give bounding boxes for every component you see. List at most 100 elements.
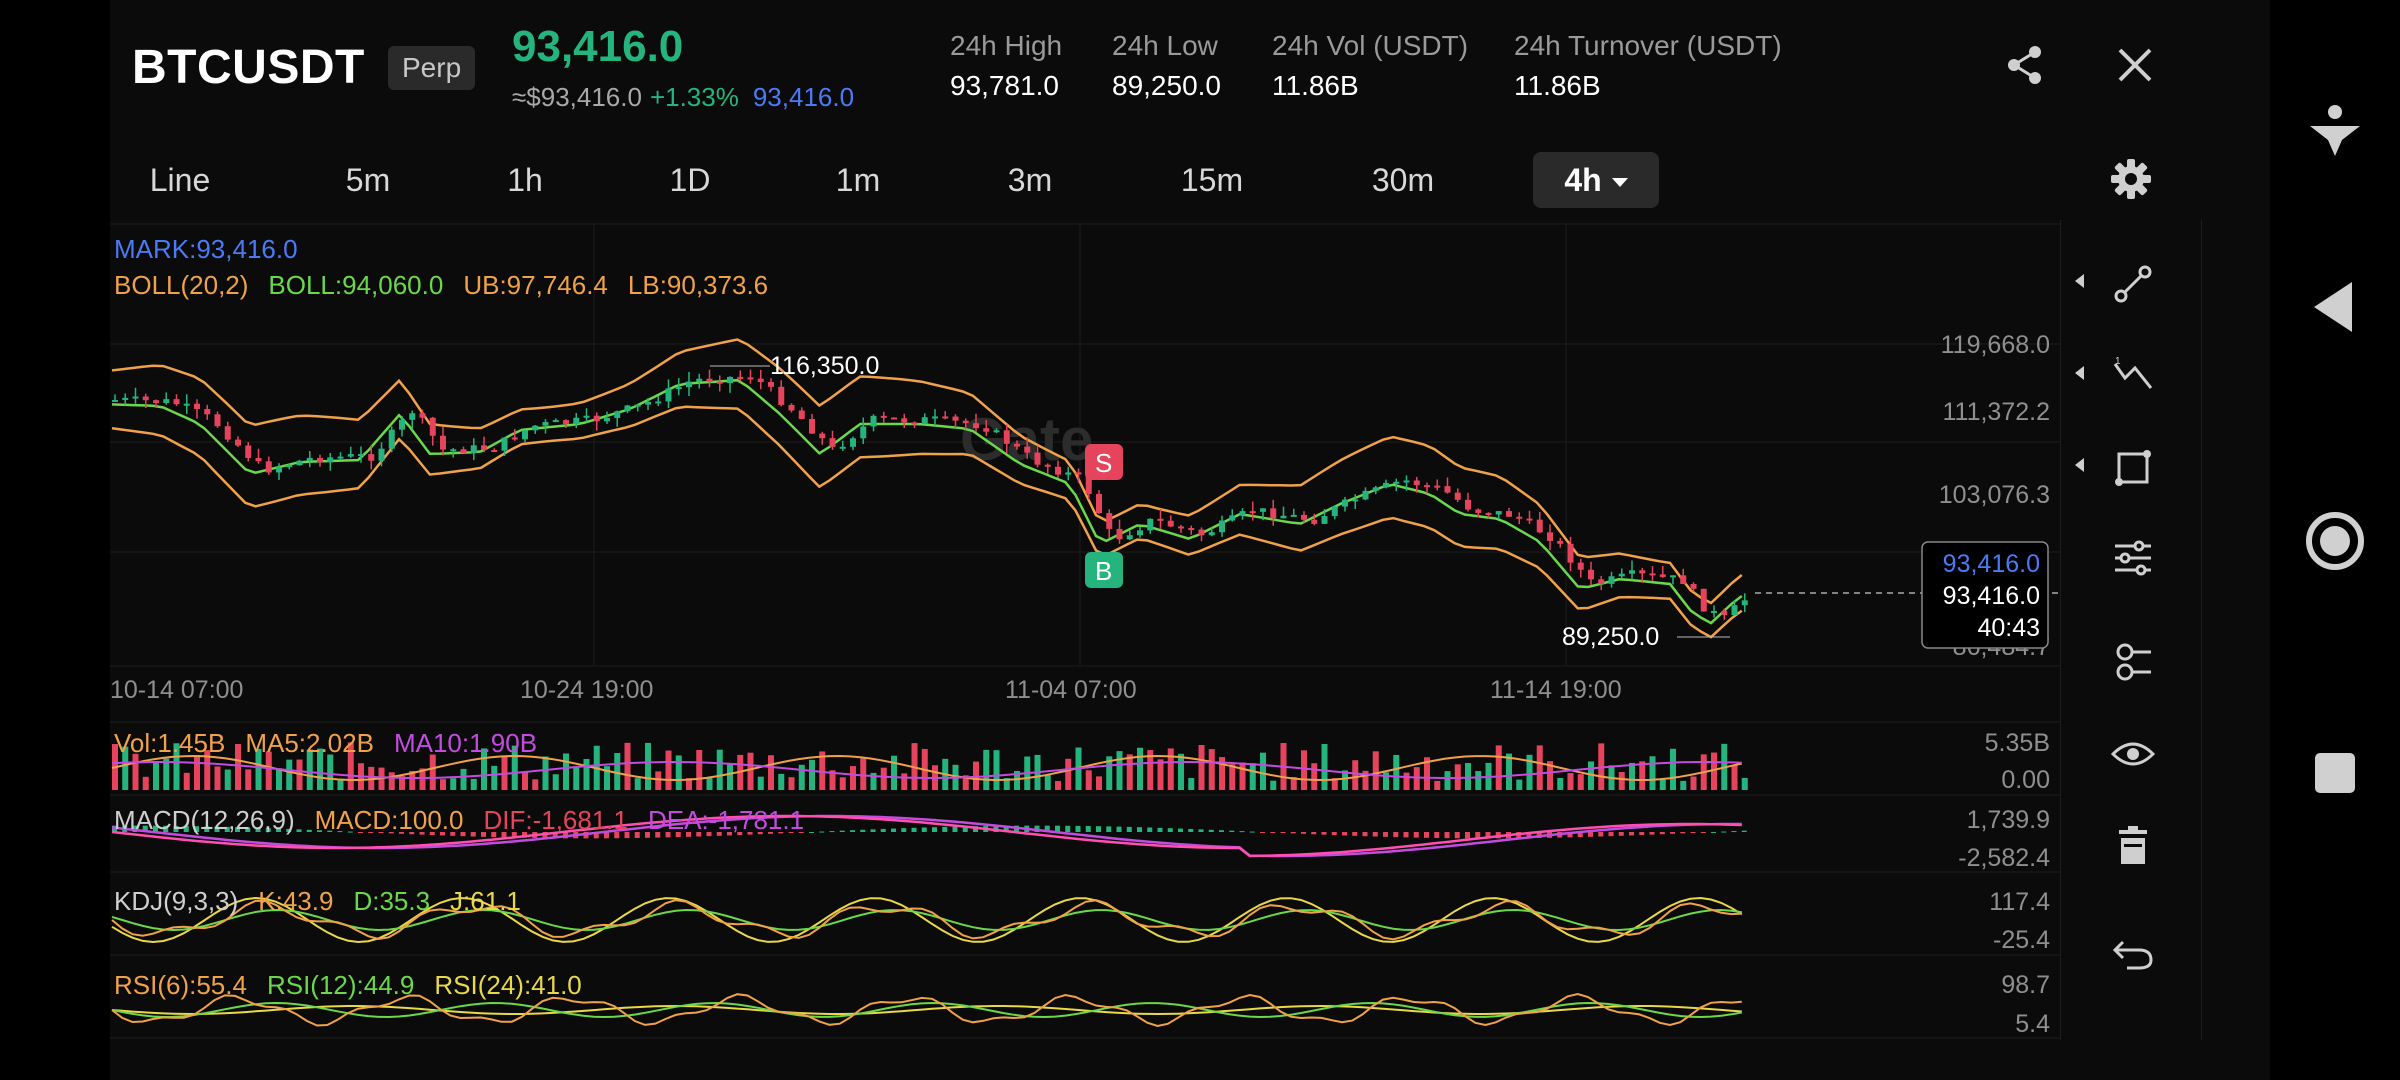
accessibility-icon[interactable] xyxy=(2302,100,2368,166)
candle-body xyxy=(1362,490,1369,500)
fib-icon[interactable]: 1 xyxy=(2111,354,2155,398)
interval-line[interactable]: Line xyxy=(149,162,211,198)
candle-body xyxy=(819,433,826,439)
candle-body xyxy=(1137,530,1143,536)
interval-1h[interactable]: 1h xyxy=(507,162,543,198)
volume-bar xyxy=(1198,745,1205,790)
recents-icon[interactable] xyxy=(2302,740,2368,806)
candle-body xyxy=(624,405,631,412)
volume-bar xyxy=(1003,778,1010,790)
candle-body xyxy=(1577,562,1584,570)
candle-body xyxy=(265,461,272,473)
expand-arrow-icon[interactable] xyxy=(2075,366,2084,380)
volume-bar xyxy=(891,755,897,790)
candle-body xyxy=(153,400,159,404)
volume-bar xyxy=(1249,763,1256,790)
candle-body xyxy=(1014,443,1020,447)
macd-histogram-bar xyxy=(1475,832,1481,839)
candle-body xyxy=(460,449,467,454)
share-icon[interactable] xyxy=(2000,40,2050,90)
expand-arrow-icon[interactable] xyxy=(2075,274,2084,288)
indicator-settings-icon[interactable] xyxy=(2111,536,2155,580)
home-icon[interactable] xyxy=(2302,508,2368,574)
macd-histogram-bar xyxy=(1137,827,1142,832)
candle-body xyxy=(1075,472,1082,475)
x-tick: 11-04 07:00 xyxy=(1005,676,1137,704)
usd-price: ≈$93,416.0 xyxy=(512,82,642,112)
candle-body xyxy=(245,445,252,458)
trend-line-icon[interactable] xyxy=(2111,262,2155,306)
candle-body xyxy=(1721,610,1728,616)
stat-24h-turnover: 24h Turnover (USDT) 11.86B xyxy=(1514,30,1782,102)
macd-histogram-bar xyxy=(1290,832,1296,834)
close-icon[interactable] xyxy=(2110,40,2160,90)
candle-body xyxy=(839,446,846,449)
expand-arrow-icon[interactable] xyxy=(2075,458,2084,472)
macd-histogram-bar xyxy=(962,826,968,832)
volume-bar xyxy=(604,766,610,790)
candle-body xyxy=(532,425,539,431)
volume-bar xyxy=(1290,777,1297,790)
rsi-legend: RSI(6):55.4 RSI(12):44.9 RSI(24):41.0 xyxy=(114,970,602,1001)
volume-bar xyxy=(1567,773,1574,790)
volume-bar xyxy=(1403,772,1410,790)
gear-icon[interactable] xyxy=(2108,156,2154,202)
candle-body xyxy=(1557,540,1564,544)
macd-histogram-bar xyxy=(1680,832,1686,834)
interval-30m[interactable]: 30m xyxy=(1371,162,1435,198)
candle-body xyxy=(932,416,938,419)
candle-body xyxy=(1465,499,1471,510)
volume-bar xyxy=(778,773,785,790)
volume-bar xyxy=(1659,778,1666,790)
macd-histogram-bar xyxy=(1075,825,1081,832)
candle-body xyxy=(255,457,262,462)
volume-bar xyxy=(542,756,549,790)
interval-1d[interactable]: 1D xyxy=(669,162,711,198)
interval-3m[interactable]: 3m xyxy=(1007,162,1053,198)
volume-bar xyxy=(1475,771,1482,790)
shape-icon[interactable] xyxy=(2111,446,2155,490)
candle-body xyxy=(696,378,703,382)
volume-bar xyxy=(153,761,159,790)
macd-histogram-bar xyxy=(706,832,712,837)
interval-15m[interactable]: 15m xyxy=(1180,162,1244,198)
buy-marker[interactable] xyxy=(1085,552,1123,588)
chart-area[interactable]: Gate 116,350.0 89,250.0 S B 119,668.0 11… xyxy=(110,220,2060,1040)
candle-body xyxy=(122,397,129,400)
macd-histogram-bar xyxy=(624,832,630,839)
buy-marker-label: B xyxy=(1095,556,1112,586)
macd-histogram-bar xyxy=(460,832,466,837)
volume-bar xyxy=(901,773,908,790)
price-chart-canvas[interactable]: Gate 116,350.0 89,250.0 S B 119,668.0 11… xyxy=(110,220,2060,1040)
undo-icon[interactable] xyxy=(2111,930,2155,974)
interval-4h-dropdown[interactable]: 4h xyxy=(1533,152,1659,208)
candle-body xyxy=(1495,511,1502,515)
trash-icon[interactable] xyxy=(2111,824,2155,868)
volume-bar xyxy=(1383,772,1389,790)
system-nav-bar xyxy=(2270,0,2400,1080)
macd-histogram-bar xyxy=(368,832,374,833)
volume-bar xyxy=(1229,764,1236,790)
candle-body xyxy=(1700,588,1707,612)
back-icon[interactable] xyxy=(2302,274,2368,340)
macd-histogram-bar xyxy=(921,827,927,832)
macd-histogram-bar xyxy=(952,826,958,832)
volume-bar xyxy=(1178,753,1184,790)
macd-histogram-bar xyxy=(768,832,773,834)
kdj-legend: KDJ(9,3,3) K:43.9 D:35.3 J:61.1 xyxy=(114,886,541,917)
symbol-title[interactable]: BTCUSDT xyxy=(132,41,365,94)
macd-histogram-bar xyxy=(1198,829,1204,832)
interval-5m[interactable]: 5m xyxy=(345,162,391,198)
candle-body xyxy=(1659,574,1666,577)
stat-value: 89,250.0 xyxy=(1112,70,1221,101)
layout-icon[interactable] xyxy=(2111,640,2155,684)
volume-bar xyxy=(727,763,733,790)
kdj-k-line xyxy=(111,899,1742,941)
volume-bar xyxy=(757,776,764,790)
interval-1m[interactable]: 1m xyxy=(835,162,881,198)
candle-body xyxy=(1198,529,1205,536)
macd-histogram-bar xyxy=(1403,832,1409,838)
macd-histogram-bar xyxy=(604,832,609,839)
sell-marker[interactable] xyxy=(1085,444,1123,480)
eye-icon[interactable] xyxy=(2111,732,2155,776)
